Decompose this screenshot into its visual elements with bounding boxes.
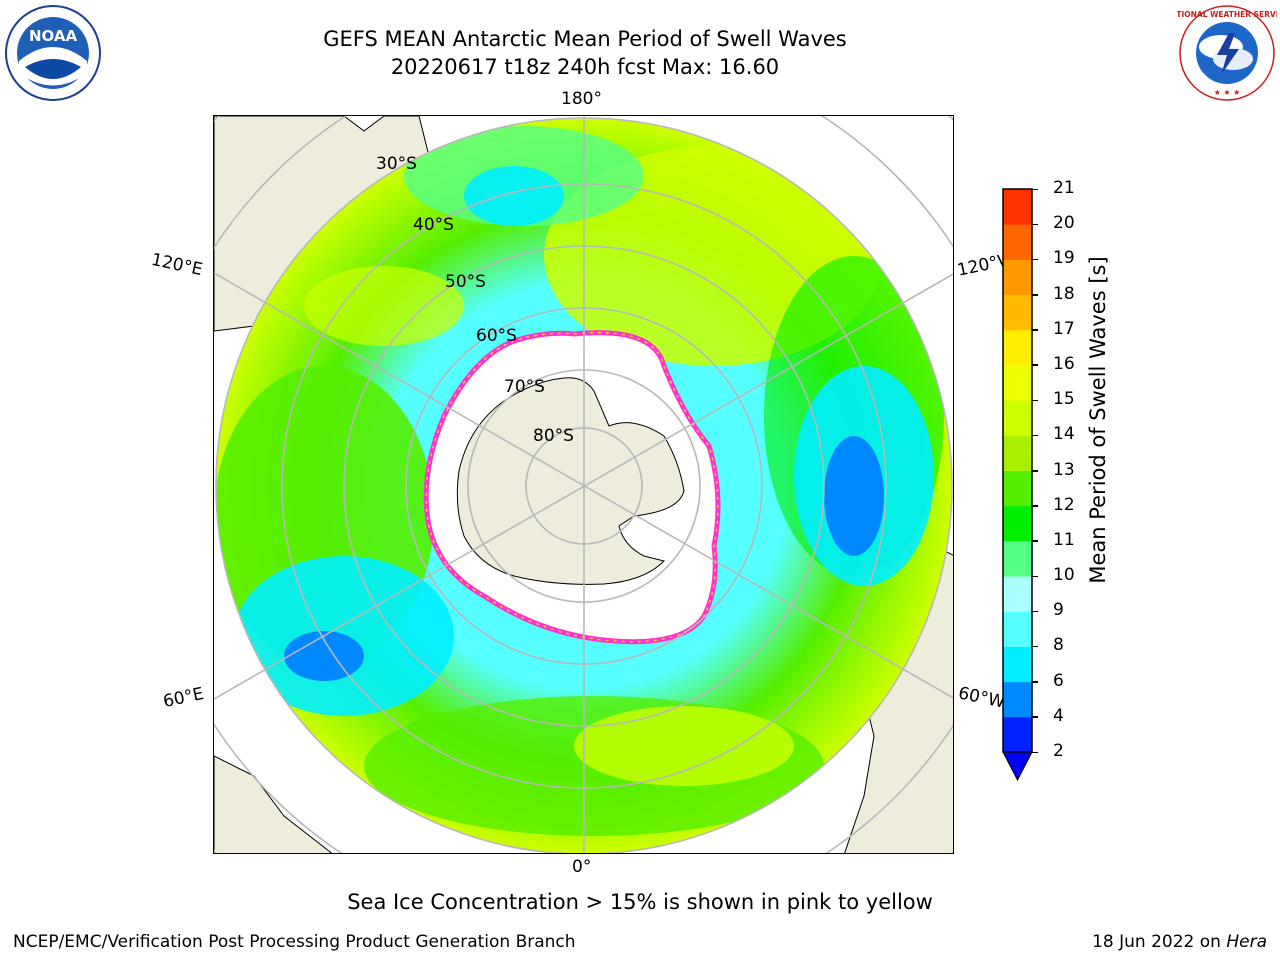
colorbar-segment (1003, 189, 1032, 225)
colorbar-label: Mean Period of Swell Waves [s] (1086, 256, 1110, 584)
colorbar-tick-mark (1032, 294, 1038, 296)
lat-label-50s: 50°S (445, 272, 486, 292)
colorbar-tick-mark (1032, 681, 1038, 683)
colorbar-tick-mark (1032, 329, 1038, 331)
colorbar-tick-label: 12 (1053, 494, 1075, 515)
nws-logo: NATIONAL WEATHER SERVICE ★ ★ ★ (1177, 5, 1277, 101)
lon-label-120e: 120°E (149, 249, 205, 281)
colorbar-tick-mark (1032, 610, 1038, 613)
colorbar-tick-mark (1032, 470, 1038, 472)
chart-title: GEFS MEAN Antarctic Mean Period of Swell… (323, 27, 847, 51)
colorbar-segment (1003, 505, 1032, 542)
noaa-logo-text: NOAA (29, 27, 78, 45)
lon-label-60e: 60°E (161, 683, 206, 713)
colorbar-segment (1003, 611, 1032, 647)
colorbar-tick-label: 8 (1053, 635, 1064, 656)
lon-label-top: 180° (561, 89, 602, 109)
colorbar-tick-mark (1032, 505, 1038, 507)
colorbar-tick-label: 20 (1053, 213, 1075, 234)
colorbar-tick-mark (1032, 399, 1038, 402)
colorbar (1002, 188, 1033, 782)
lat-label-70s: 70°S (504, 377, 545, 397)
colorbar-segment (1003, 400, 1032, 436)
colorbar-tick-label: 18 (1053, 283, 1075, 304)
lat-label-80s: 80°S (533, 426, 574, 446)
graticule (214, 116, 953, 853)
colorbar-tick-label: 4 (1053, 705, 1064, 726)
colorbar-tick-label: 15 (1053, 389, 1075, 410)
lat-label-40s: 40°S (413, 215, 454, 235)
lon-label-bottom: 0° (572, 857, 592, 877)
colorbar-tick-label: 13 (1053, 459, 1075, 480)
lat-label-30s: 30°S (376, 154, 417, 174)
colorbar-segment (1003, 470, 1032, 507)
colorbar-tick-mark (1032, 575, 1038, 578)
colorbar-segment (1003, 259, 1032, 296)
colorbar-tick-mark (1032, 223, 1038, 226)
colorbar-segment (1003, 224, 1032, 260)
colorbar-tick-label: 2 (1053, 741, 1064, 761)
sea-ice-caption: Sea Ice Concentration > 15% is shown in … (347, 890, 933, 914)
colorbar-segment (1003, 540, 1032, 577)
colorbar-tick-label: 9 (1053, 600, 1064, 621)
colorbar-tick-label: 11 (1053, 529, 1075, 550)
colorbar-segment (1003, 576, 1032, 612)
footer-date-text: 18 Jun 2022 on (1092, 932, 1221, 952)
colorbar-segment (1003, 646, 1032, 683)
footer-machine: Hera (1226, 932, 1267, 952)
colorbar-tick-label: 19 (1053, 248, 1075, 269)
colorbar-segment (1003, 681, 1032, 718)
footer-date: 18 Jun 2022 on Hera (1092, 932, 1267, 952)
colorbar-tick-mark (1032, 364, 1038, 366)
lon-label-60w: 60°W (956, 683, 1007, 713)
lat-label-60s: 60°S (476, 326, 517, 346)
colorbar-segment (1003, 716, 1032, 753)
colorbar-tick-label: 21 (1053, 178, 1075, 198)
colorbar-tick-mark (1032, 540, 1038, 542)
colorbar-tick-label: 6 (1053, 670, 1064, 691)
land-antarctica (456, 377, 685, 585)
svg-text:★ ★ ★: ★ ★ ★ (1214, 88, 1241, 97)
footer-credit: NCEP/EMC/Verification Post Processing Pr… (13, 932, 576, 952)
colorbar-tick-mark (1032, 434, 1038, 437)
colorbar-tick-mark (1032, 645, 1038, 648)
polar-map[interactable]: 30°S 40°S 50°S 60°S 70°S 80°S (214, 116, 954, 854)
colorbar-tick-label: 17 (1053, 318, 1075, 339)
chart-subtitle: 20220617 t18z 240h fcst Max: 16.60 (390, 55, 780, 79)
colorbar-tick-mark (1032, 716, 1038, 718)
colorbar-tick-label: 16 (1053, 353, 1075, 374)
land-africa (214, 755, 333, 853)
nws-logo-text: NATIONAL WEATHER SERVICE (1177, 10, 1277, 19)
colorbar-segment (1003, 364, 1032, 401)
map-panel[interactable]: 30°S 40°S 50°S 60°S 70°S 80°S (213, 115, 954, 854)
noaa-logo: NOAA (5, 5, 101, 101)
colorbar-tick-label: 14 (1053, 424, 1075, 445)
colorbar-tick-mark (1032, 751, 1038, 753)
colorbar-tick-mark (1032, 258, 1038, 261)
colorbar-segment (1003, 294, 1032, 331)
colorbar-segment (1003, 329, 1032, 366)
colorbar-under-triangle (1002, 751, 1033, 782)
colorbar-tick-mark (1032, 188, 1038, 190)
colorbar-tick-label: 10 (1053, 565, 1075, 586)
colorbar-segment (1003, 435, 1032, 471)
